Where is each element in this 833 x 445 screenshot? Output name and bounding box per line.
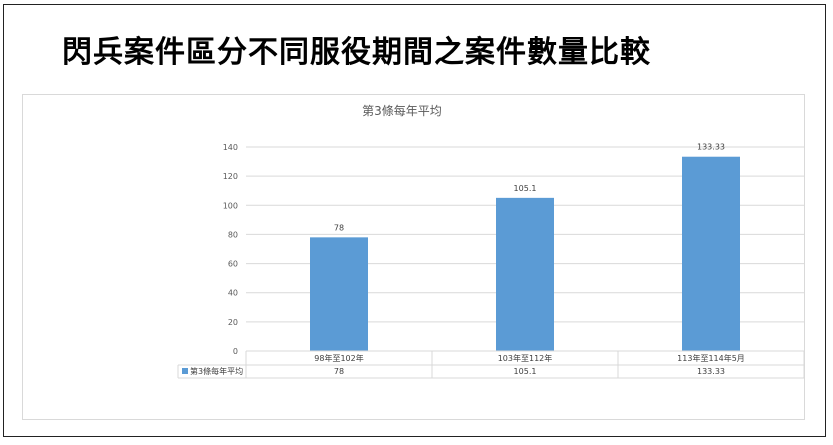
category-label: 103年至112年 [498,353,553,363]
bar [496,197,554,351]
y-tick-label: 140 [223,143,238,152]
chart-title: 第3條每年平均 [362,103,442,118]
y-axis-tick-labels: 0 20 40 60 80 100 120 140 [223,143,238,356]
bar [310,237,368,351]
y-tick-label: 80 [228,230,238,239]
y-tick-label: 0 [233,347,238,356]
y-tick-label: 40 [228,289,238,298]
y-tick-label: 100 [223,201,238,210]
bars [310,156,740,351]
data-label: 133.33 [697,143,725,152]
legend-label: 第3條每年平均 [190,366,243,376]
category-label: 113年至114年5月 [677,353,745,363]
y-tick-label: 20 [228,318,238,327]
category-label: 98年至102年 [314,353,363,363]
data-label: 105.1 [514,184,537,193]
data-table: 98年至102年 78 103年至112年 105.1 113年至114年5月 133.3… [177,350,805,379]
data-label: 78 [334,223,344,232]
table-value: 78 [334,367,344,376]
y-tick-label: 60 [228,260,238,269]
data-labels: 78 105.1 133.33 [334,143,725,233]
bar [682,156,740,351]
bar-chart: 第3條每年平均 0 20 40 60 80 100 120 140 78 105.1 133.33… [177,103,805,379]
table-value: 105.1 [514,367,537,376]
slide-title: 閃兵案件區分不同服役期間之案件數量比較 [62,35,651,70]
y-tick-label: 120 [223,172,238,181]
chart-area: 第3條每年平均 0 20 40 60 80 100 120 140 78 105.1 133.33… [22,94,805,420]
legend-swatch [182,368,188,374]
table-value: 133.33 [697,367,725,376]
